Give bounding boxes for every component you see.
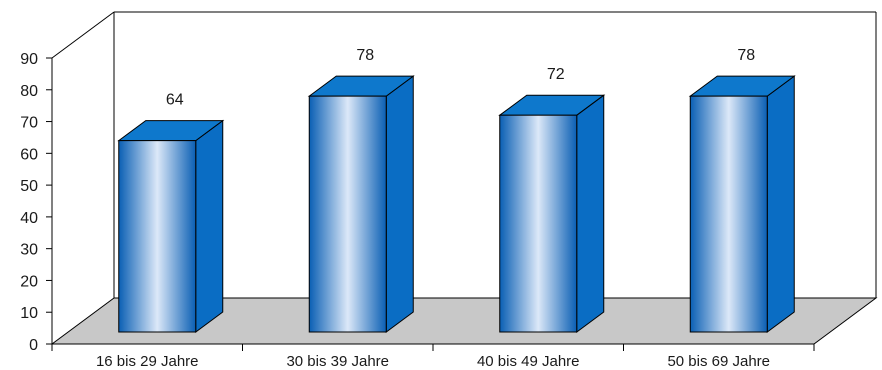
y-tick-label: 90 bbox=[20, 51, 38, 68]
bar-front-face bbox=[118, 140, 197, 333]
x-axis-ticks: 16 bis 29 Jahre 30 bis 39 Jahre 40 bis 49 … bbox=[51, 344, 815, 370]
bar bbox=[498, 94, 606, 333]
bar bbox=[307, 75, 415, 333]
data-label: 78 bbox=[356, 47, 374, 64]
bar bbox=[688, 75, 796, 333]
bar-side-face bbox=[195, 119, 224, 333]
bar-front-face bbox=[308, 95, 387, 333]
y-tick-label: 60 bbox=[20, 146, 38, 163]
x-tick-label: 30 bis 39 Jahre bbox=[286, 353, 389, 370]
y-tick-label: 80 bbox=[20, 83, 38, 100]
y-tick-label: 0 bbox=[29, 337, 38, 354]
y-tick-label: 10 bbox=[20, 305, 38, 322]
data-labels: 64 78 72 78 bbox=[166, 47, 755, 108]
y-tick-label: 70 bbox=[20, 115, 38, 132]
data-label: 72 bbox=[547, 66, 565, 83]
bar bbox=[117, 119, 225, 333]
data-label: 64 bbox=[166, 92, 184, 109]
data-label: 78 bbox=[737, 47, 755, 64]
bar-side-face bbox=[385, 75, 414, 333]
bar-side-face bbox=[576, 94, 605, 333]
bar-side-face bbox=[766, 75, 795, 333]
x-tick-label: 40 bis 49 Jahre bbox=[477, 353, 580, 370]
y-tick-label: 40 bbox=[20, 210, 38, 227]
chart-frame bbox=[50, 11, 878, 345]
y-tick-label: 20 bbox=[20, 273, 38, 290]
bar-front-face bbox=[689, 95, 768, 333]
x-tick-label: 50 bis 69 Jahre bbox=[667, 353, 770, 370]
y-tick-label: 30 bbox=[20, 242, 38, 259]
y-axis-ticks: 0 10 20 30 40 50 60 70 80 90 bbox=[20, 51, 52, 354]
bar-series bbox=[117, 75, 796, 333]
y-tick-label: 50 bbox=[20, 178, 38, 195]
side-wall-top-edge bbox=[51, 11, 115, 59]
bar-front-face bbox=[499, 114, 578, 333]
x-tick-label: 16 bis 29 Jahre bbox=[96, 353, 199, 370]
